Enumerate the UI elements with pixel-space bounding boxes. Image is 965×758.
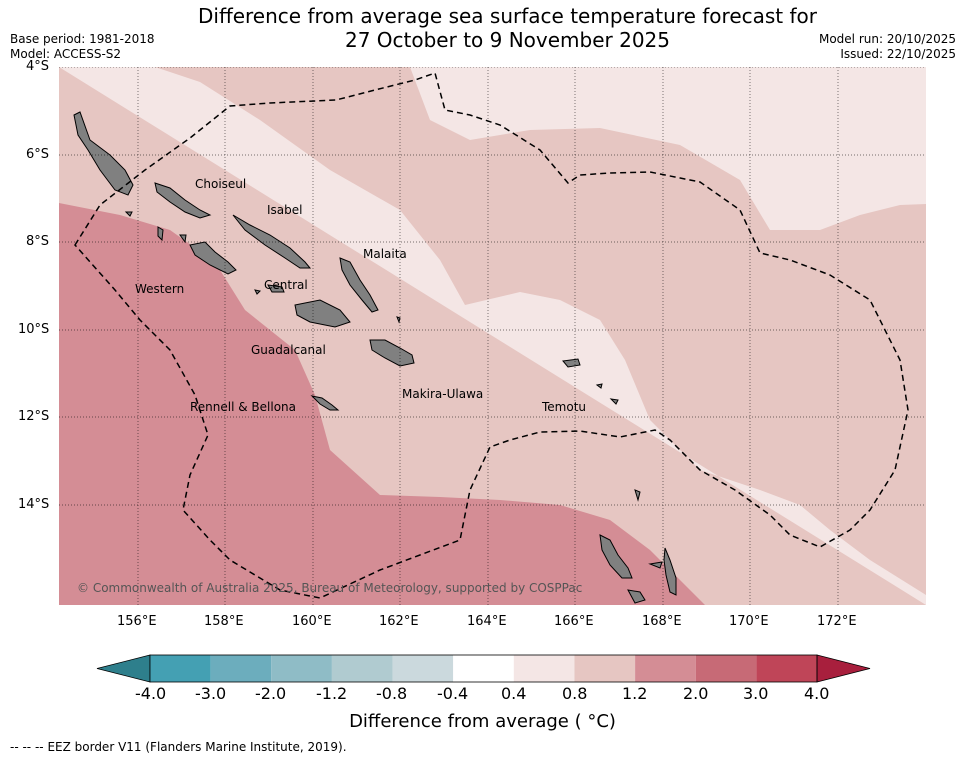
map-gridlines <box>59 67 926 605</box>
province-label-makira-ulawa: Makira-Ulawa <box>402 387 484 401</box>
issued-text: Issued: 22/10/2025 <box>840 47 956 61</box>
lat-label-8s: 8°S <box>26 234 50 249</box>
eez-border <box>74 72 909 599</box>
sst-anomaly-map <box>59 67 926 605</box>
land-masses <box>73 111 677 604</box>
colorbar-tick-label: 1.2 <box>622 684 648 703</box>
eez-line-symbol: -- -- -- <box>10 740 44 754</box>
lon-label-158e: 158°E <box>204 614 244 629</box>
colorbar-segment <box>453 655 514 682</box>
base-period-text: Base period: 1981-2018 <box>10 32 155 46</box>
colorbar-segment <box>271 655 332 682</box>
colorbar-segment <box>513 655 575 682</box>
eez-legend-label: EEZ border V11 (Flanders Marine Institut… <box>47 740 347 754</box>
province-label-choiseul: Choiseul <box>195 177 247 191</box>
anomaly-zone-1-2-2-0 <box>59 203 705 605</box>
eez-legend: -- -- -- EEZ border V11 (Flanders Marine… <box>10 740 347 754</box>
colorbar-segment <box>695 655 757 682</box>
lon-label-164e: 164°E <box>467 614 507 629</box>
lat-label-12s: 12°S <box>18 409 50 424</box>
colorbar-segment <box>635 655 696 682</box>
lon-label-156e: 156°E <box>117 614 157 629</box>
colorbar-tick-label: 3.0 <box>743 684 769 703</box>
province-label-temotu: Temotu <box>542 400 587 414</box>
lon-label-172e: 172°E <box>817 614 857 629</box>
anomaly-zone-0-4-0-8-east <box>59 67 926 605</box>
colorbar-tick-label: -4.0 <box>135 684 167 703</box>
province-label-guadalcanal: Guadalcanal <box>251 343 326 357</box>
province-label-rennell-bellona: Rennell & Bellona <box>190 400 297 414</box>
province-label-isabel: Isabel <box>267 203 303 217</box>
model-run-text: Model run: 20/10/2025 <box>818 32 956 46</box>
lon-label-162e: 162°E <box>379 614 419 629</box>
colorbar-segment <box>574 655 636 682</box>
colorbar-outline <box>149 654 818 683</box>
chart-title-line2: 27 October to 9 November 2025 <box>344 28 671 52</box>
colorbar-segment <box>331 655 393 682</box>
colorbar-tick-label: -0.8 <box>376 684 408 703</box>
colorbar-tick-label: -1.2 <box>316 684 348 703</box>
lon-label-170e: 170°E <box>729 614 769 629</box>
model-text: Model: ACCESS-S2 <box>10 47 122 61</box>
colorbar-segment <box>756 655 817 682</box>
colorbar-extend-low <box>96 654 151 683</box>
colorbar-tick-label: 0.4 <box>501 684 527 703</box>
lon-label-166e: 166°E <box>554 614 594 629</box>
province-label-western: Western <box>135 282 185 296</box>
lat-label-6s: 6°S <box>26 147 50 162</box>
colorbar-tick-label: 4.0 <box>804 684 830 703</box>
colorbar-tick-label: 2.0 <box>683 684 709 703</box>
colorbar-segment <box>150 655 211 682</box>
province-label-malaita: Malaita <box>363 247 407 261</box>
colorbar-extend-high <box>816 654 871 683</box>
colorbar-tick-label: -3.0 <box>195 684 227 703</box>
lat-label-10s: 10°S <box>18 322 50 337</box>
lat-label-4s: 4°S <box>26 59 50 74</box>
colorbar-tick-label: -0.4 <box>437 684 469 703</box>
chart-title-line1: Difference from average sea surface temp… <box>197 4 817 28</box>
colorbar-segment <box>392 655 454 682</box>
colorbar-tick-label: 0.8 <box>562 684 588 703</box>
copyright-notice: © Commonwealth of Australia 2025, Bureau… <box>77 581 583 595</box>
colorbar-segment <box>210 655 272 682</box>
colorbar-tick-label: -2.0 <box>255 684 287 703</box>
lat-label-14s: 14°S <box>18 497 50 512</box>
lon-label-160e: 160°E <box>292 614 332 629</box>
colorbar <box>96 654 871 683</box>
province-label-central: Central <box>264 278 308 292</box>
lon-label-168e: 168°E <box>642 614 682 629</box>
colorbar-title: Difference from average ( °C) <box>349 711 616 732</box>
